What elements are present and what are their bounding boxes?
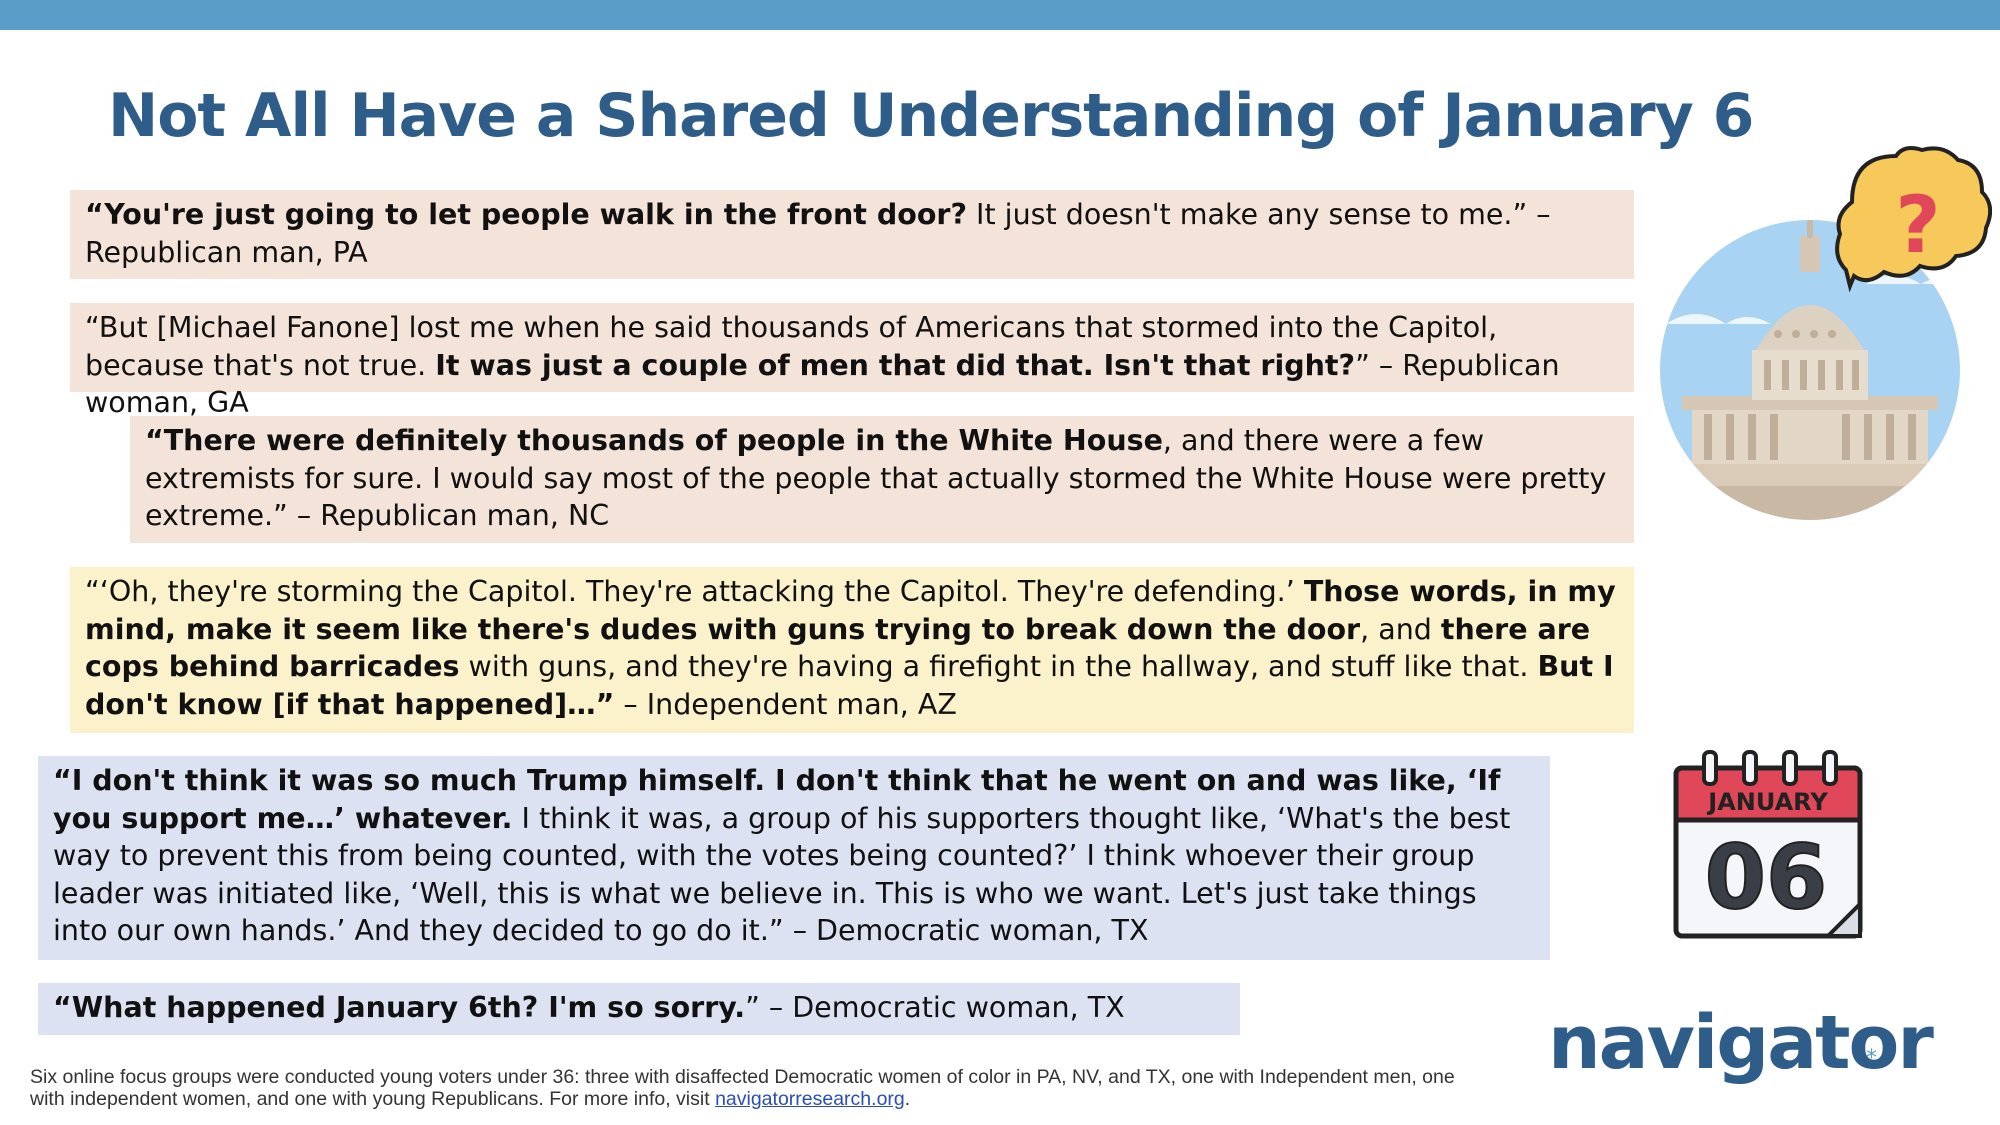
quote-republican-woman-ga: “But [Michael Fanone] lost me when he sa… <box>70 303 1634 419</box>
quote-republican-man-nc: “There were definitely thousands of peop… <box>130 416 1634 543</box>
calendar-icon: JANUARY 06 <box>1673 750 1863 939</box>
top-accent-bar <box>0 0 2000 30</box>
capitol-building-icon: ? <box>1660 146 1992 520</box>
slide-title: Not All Have a Shared Understanding of J… <box>108 81 1754 151</box>
quote-democratic-woman-tx-long: “I don't think it was so much Trump hims… <box>38 756 1550 960</box>
svg-text:?: ? <box>1895 181 1940 271</box>
quote-democratic-woman-tx-short: “What happened January 6th? I'm so sorry… <box>38 983 1240 1035</box>
question-bubble-icon: ? <box>1835 146 1992 293</box>
navigator-research-link[interactable]: navigatorresearch.org <box>715 1088 905 1110</box>
quote-republican-man-pa: “You're just going to let people walk in… <box>70 190 1634 279</box>
calendar-day: 06 <box>1705 826 1827 929</box>
calendar-month: JANUARY <box>1706 788 1828 816</box>
logo-asterisk: * <box>1866 1046 1877 1071</box>
footnote: Six online focus groups were conducted y… <box>30 1066 1455 1110</box>
navigator-logo: navigator <box>1548 1000 1934 1086</box>
quote-independent-man-az: “‘Oh, they're storming the Capitol. They… <box>70 567 1634 733</box>
